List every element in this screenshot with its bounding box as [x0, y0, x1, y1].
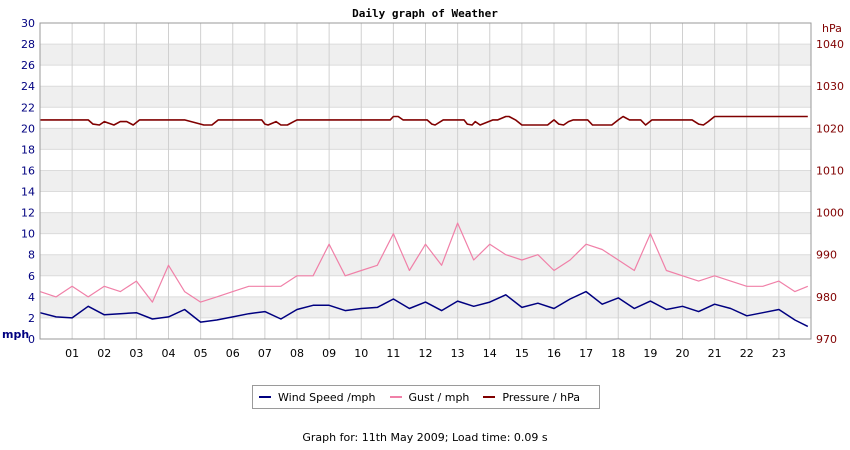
- left-tick-label: 20: [21, 122, 35, 135]
- left-axis-unit: mph: [2, 328, 29, 341]
- x-tick-label: 12: [419, 347, 433, 360]
- legend: Wind Speed /mph Gust / mph Pressure / hP…: [252, 385, 600, 409]
- legend-item-gust: Gust / mph: [389, 390, 470, 404]
- left-tick-label: 6: [28, 270, 35, 283]
- legend-item-pressure: Pressure / hPa: [483, 391, 580, 404]
- x-tick-label: 14: [483, 347, 497, 360]
- left-tick-label: 24: [21, 80, 35, 93]
- left-tick-label: 10: [21, 228, 35, 241]
- left-tick-label: 30: [21, 17, 35, 30]
- right-tick-label: 970: [816, 333, 837, 346]
- x-tick-label: 10: [354, 347, 368, 360]
- series-line-gust: [39, 222, 809, 303]
- x-tick-label: 01: [65, 347, 79, 360]
- left-tick-label: 18: [21, 143, 35, 156]
- x-tick-label: 03: [129, 347, 143, 360]
- x-tick-label: 18: [611, 347, 625, 360]
- right-tick-label: 990: [816, 249, 837, 262]
- x-tick-label: 13: [451, 347, 465, 360]
- chart-title: Daily graph of Weather: [352, 7, 498, 20]
- x-tick-label: 20: [676, 347, 690, 360]
- left-tick-label: 0: [28, 333, 35, 346]
- x-tick-label: 23: [772, 347, 786, 360]
- x-tick-label: 08: [290, 347, 304, 360]
- footer-status: Graph for: 11th May 2009; Load time: 0.0…: [302, 431, 548, 444]
- legend-item-wind: Wind Speed /mph: [259, 391, 376, 404]
- left-tick-label: 28: [21, 38, 35, 51]
- legend-label-pressure: Pressure / hPa: [502, 390, 580, 404]
- right-tick-label: 1020: [816, 122, 844, 135]
- left-tick-label: 26: [21, 59, 35, 72]
- weather-chart: Daily graph of Weather 01 02 03 04 05 06 07 08 0…: [2, 7, 844, 360]
- right-axis-unit: hPa: [822, 22, 842, 35]
- left-tick-label: 22: [21, 101, 35, 114]
- x-tick-label: 22: [740, 347, 754, 360]
- x-tick-label: 05: [194, 347, 208, 360]
- x-tick-label: 04: [162, 347, 176, 360]
- x-tick-label: 16: [547, 347, 561, 360]
- x-tick-label: 07: [258, 347, 272, 360]
- x-tick-label: 15: [515, 347, 529, 360]
- x-tick-label: 21: [708, 347, 722, 360]
- right-tick-label: 1040: [816, 38, 844, 51]
- plot-border: [39, 22, 812, 340]
- left-tick-label: 4: [28, 291, 35, 304]
- x-tick-label: 09: [322, 347, 336, 360]
- x-tick-label: 02: [97, 347, 111, 360]
- left-tick-label: 2: [28, 312, 35, 325]
- left-tick-label: 8: [28, 249, 35, 262]
- series-line-pressure: [40, 115, 808, 126]
- legend-label-gust: Gust / mph: [408, 390, 470, 404]
- x-tick-label: 06: [226, 347, 240, 360]
- right-tick-label: 1010: [816, 164, 844, 177]
- right-tick-label: 1000: [816, 207, 844, 220]
- series-line-wind: [39, 290, 809, 328]
- legend-swatch-wind: [259, 396, 271, 398]
- right-tick-label: 980: [816, 291, 837, 304]
- plot-area: 01 02 03 04 05 06 07 08 09 10 11 12 13 14 15 16 17 18 19 20…: [21, 17, 844, 360]
- x-tick-label: 11: [386, 347, 400, 360]
- x-tick-label: 19: [643, 347, 657, 360]
- right-tick-label: 1030: [816, 80, 844, 93]
- legend-label-wind: Wind Speed /mph: [278, 390, 376, 404]
- legend-swatch-pressure: [483, 396, 496, 398]
- left-tick-label: 16: [21, 164, 35, 177]
- legend-swatch-gust: [389, 396, 402, 398]
- left-tick-label: 12: [21, 207, 35, 220]
- left-tick-label: 14: [21, 186, 35, 199]
- x-tick-label: 17: [579, 347, 593, 360]
